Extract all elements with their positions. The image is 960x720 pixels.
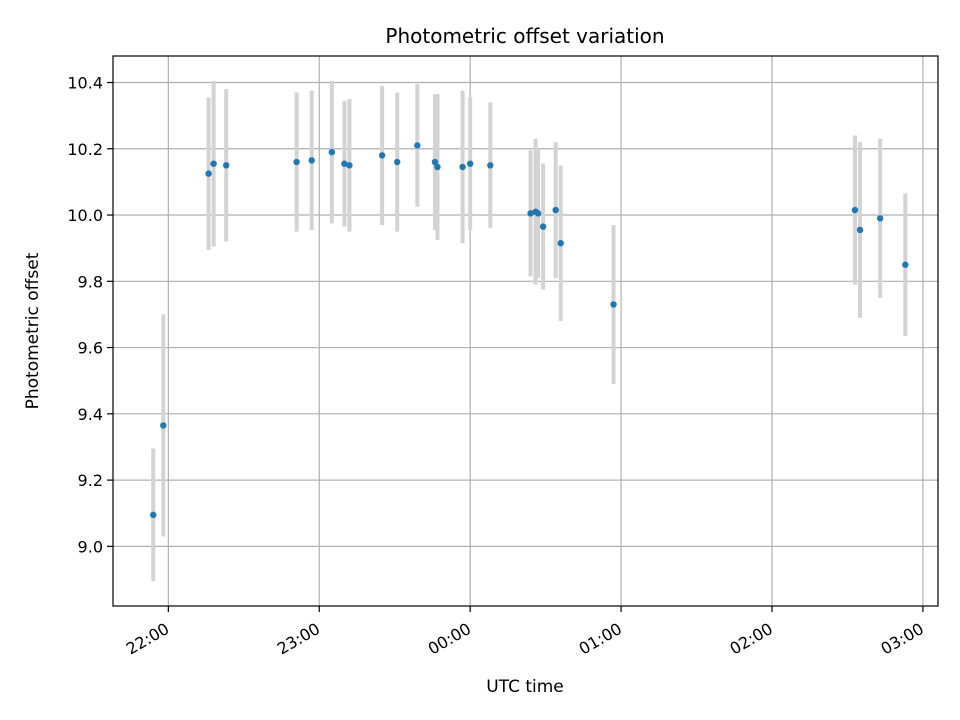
data-point	[856, 226, 864, 234]
data-point	[341, 160, 348, 167]
data-point	[378, 152, 386, 159]
data-point	[308, 157, 315, 164]
data-points	[150, 142, 909, 519]
data-point	[434, 163, 441, 171]
y-tick-label: 9.8	[78, 272, 103, 291]
y-axis-label: Photometric offset	[23, 252, 43, 409]
data-point	[431, 158, 439, 166]
data-point	[539, 223, 547, 230]
y-tick-label: 10.4	[67, 74, 103, 93]
data-point	[210, 160, 217, 167]
y-tick-label: 9.0	[78, 537, 103, 556]
data-point	[160, 422, 167, 429]
data-point	[394, 158, 401, 166]
data-point	[222, 162, 230, 169]
data-point	[902, 261, 909, 268]
data-point	[552, 206, 559, 214]
grid	[113, 56, 938, 606]
data-point	[610, 301, 617, 308]
data-point	[346, 162, 353, 169]
chart-title: Photometric offset variation	[385, 24, 664, 48]
data-point	[293, 158, 300, 166]
data-point	[205, 170, 212, 177]
data-point	[459, 163, 466, 171]
plot-frame	[112, 55, 939, 607]
data-point	[527, 210, 534, 217]
data-point	[328, 148, 336, 156]
y-tick-label: 10.2	[67, 140, 103, 159]
data-point	[534, 210, 542, 217]
x-axis-label: UTC time	[486, 677, 564, 697]
y-axis: 9.0 9.2 9.4 9.6 9.8 10.0 10.2 10.4	[67, 74, 113, 556]
data-point	[557, 239, 564, 247]
data-point	[851, 206, 859, 214]
y-tick-label: 10.0	[67, 206, 103, 225]
y-tick-label: 9.6	[78, 339, 103, 358]
data-point	[487, 162, 494, 169]
data-point	[466, 160, 474, 167]
y-tick-label: 9.2	[78, 471, 103, 490]
y-tick-label: 9.4	[78, 405, 103, 424]
data-point	[876, 215, 884, 222]
data-point	[414, 142, 421, 149]
data-point	[150, 511, 157, 519]
